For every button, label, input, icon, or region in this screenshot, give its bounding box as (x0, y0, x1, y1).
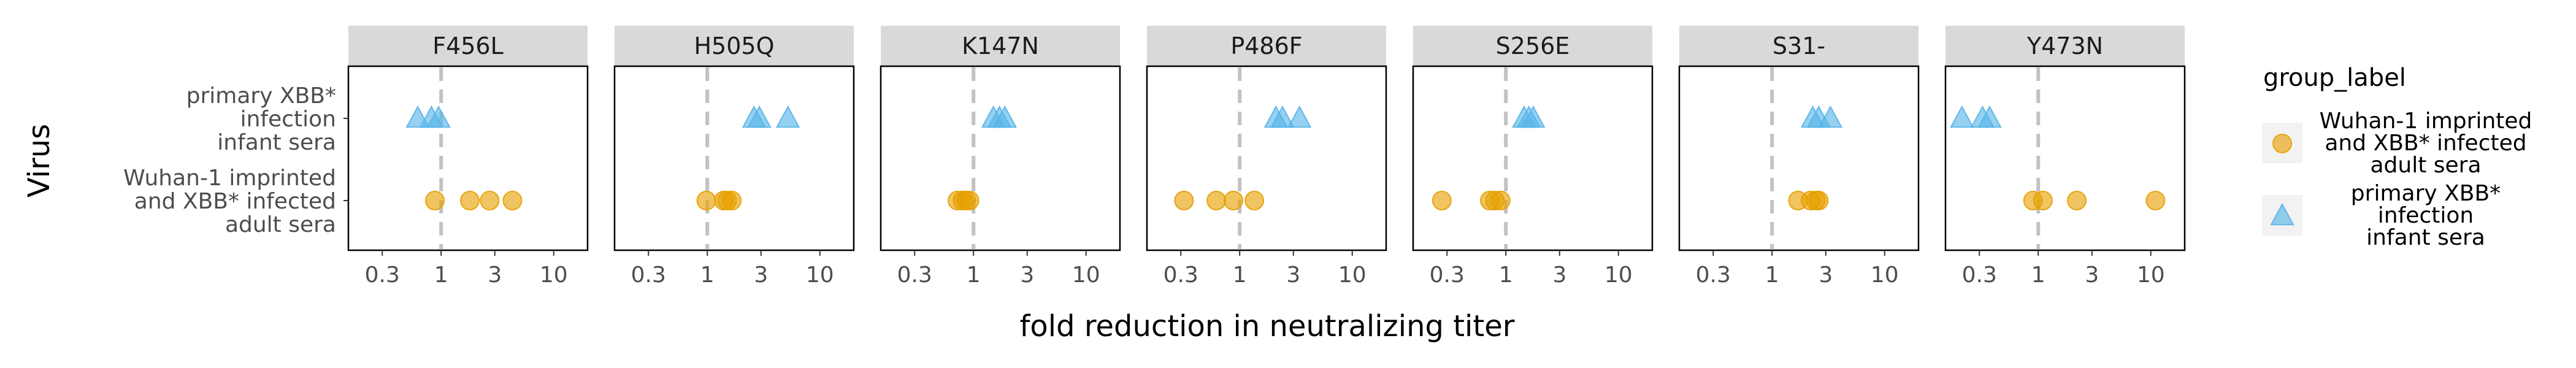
data-point (775, 105, 800, 128)
data-point (425, 191, 445, 210)
data-point (959, 191, 979, 210)
data-point (1809, 191, 1829, 210)
x-tick-label: 0.3 (897, 263, 932, 288)
legend-entry: Wuhan-1 imprinted and XBB* infected adult … (2262, 109, 2532, 178)
x-tick-label: 0.3 (1696, 263, 1731, 288)
x-tick-label: 0.3 (1430, 263, 1465, 288)
panel-frame (1678, 65, 1920, 251)
facet-strip (1413, 26, 1652, 66)
legend-entry: primary XBB* infection infant sera (2262, 181, 2501, 250)
legend-marker (2272, 134, 2292, 153)
legend-label: Wuhan-1 imprinted and XBB* infected adult … (2320, 109, 2532, 178)
data-point (1270, 105, 1295, 128)
data-point (480, 191, 500, 210)
x-tick-label: 10 (1871, 263, 1899, 288)
data-point (2033, 191, 2053, 210)
panel-frame (613, 65, 855, 251)
x-tick-label: 3 (2085, 263, 2099, 288)
facet-strip (348, 26, 588, 66)
x-tick-label: 0.3 (1962, 263, 1997, 288)
data-point (696, 191, 716, 210)
facet-strip (1945, 26, 2185, 66)
data-point (1432, 191, 1452, 210)
facet-strip (1147, 26, 1386, 66)
y-tick-label: primary XBB* infection infant sera (186, 83, 336, 155)
panel-frame (880, 65, 1121, 251)
data-point (1244, 191, 1265, 210)
data-point (426, 105, 451, 128)
x-tick-label: 1 (700, 263, 715, 288)
x-tick-label: 3 (1552, 263, 1566, 288)
x-tick-label: 10 (806, 263, 834, 288)
facet-panel-F456L: F456L 0.3 1 3 10 (347, 26, 589, 288)
x-tick-label: 10 (1072, 263, 1100, 288)
x-tick-label: 10 (540, 263, 568, 288)
x-tick-label: 3 (1819, 263, 1833, 288)
x-tick-label: 3 (1286, 263, 1300, 288)
data-point (1174, 191, 1194, 210)
facet-label: Y473N (2026, 33, 2103, 59)
legend-label: primary XBB* infection infant sera (2351, 181, 2501, 250)
data-point (747, 105, 772, 128)
facet-panel-H505Q: H505Q 0.3 1 3 10 (613, 26, 855, 288)
legend-marker (2270, 202, 2294, 226)
data-point (1490, 191, 1511, 210)
x-tick-label: 3 (754, 263, 768, 288)
y-tick-label: Wuhan-1 imprinted and XBB* infected adult … (123, 166, 336, 237)
data-point (460, 191, 480, 210)
x-tick-label: 0.3 (1163, 263, 1198, 288)
x-tick-label: 10 (2137, 263, 2165, 288)
y-axis-title: Virus (22, 124, 56, 197)
x-tick-label: 1 (1499, 263, 1513, 288)
facet-panel-K147N: K147N 0.3 1 3 10 (880, 26, 1121, 288)
data-point (1977, 105, 2002, 128)
data-point (502, 191, 523, 210)
facet-panel-S256E: S256E 0.3 1 3 10 (1412, 26, 1654, 288)
panel-frame (1412, 65, 1654, 251)
y-tick-labels: primary XBB* infection infant sera Wuhan-1 … (123, 83, 348, 237)
x-tick-label: 0.3 (365, 263, 400, 288)
data-point (1287, 105, 1312, 128)
x-tick-label: 10 (1338, 263, 1367, 288)
facet-label: H505Q (694, 33, 774, 59)
panel-frame (1944, 65, 2186, 251)
legend: group_label Wuhan-1 imprinted and XBB* in… (2262, 64, 2532, 250)
facet-label: S31- (1773, 33, 1825, 59)
x-tick-label: 0.3 (631, 263, 666, 288)
x-axis-title: fold reduction in neutralizing titer (1020, 309, 1515, 343)
data-point (2067, 191, 2087, 210)
data-point (1818, 105, 1843, 128)
facet-label: K147N (962, 33, 1039, 59)
facet-panel-Y473N: Y473N 0.3 1 3 10 (1944, 26, 2186, 288)
x-tick-label: 10 (1604, 263, 1633, 288)
panel-frame (347, 65, 589, 251)
x-tick-label: 1 (1765, 263, 1779, 288)
data-point (1224, 191, 1244, 210)
data-point (1206, 191, 1227, 210)
x-tick-label: 1 (1233, 263, 1247, 288)
x-tick-label: 1 (434, 263, 448, 288)
facet-label: S256E (1496, 33, 1570, 59)
legend-title: group_label (2263, 64, 2406, 92)
facet-label: P486F (1230, 33, 1302, 59)
facet-panel-P486F: P486F 0.3 1 3 10 (1146, 26, 1387, 288)
panel-frame (1146, 65, 1387, 251)
data-point (2145, 191, 2166, 210)
data-point (722, 191, 742, 210)
facet-label: F456L (432, 33, 504, 59)
legend-entries: Wuhan-1 imprinted and XBB* infected adult … (2262, 109, 2532, 250)
x-tick-label: 3 (1020, 263, 1034, 288)
data-point (1950, 105, 1974, 128)
data-point (992, 105, 1018, 128)
x-tick-label: 3 (488, 263, 502, 288)
facet-panel-S31-: S31- 0.3 1 3 10 (1678, 26, 1920, 288)
data-point (1521, 105, 1546, 128)
facet-strip (1679, 26, 1919, 66)
facet-strip (881, 26, 1120, 66)
facet-strip (615, 26, 854, 66)
x-tick-label: 1 (967, 263, 981, 288)
x-tick-label: 1 (2031, 263, 2045, 288)
